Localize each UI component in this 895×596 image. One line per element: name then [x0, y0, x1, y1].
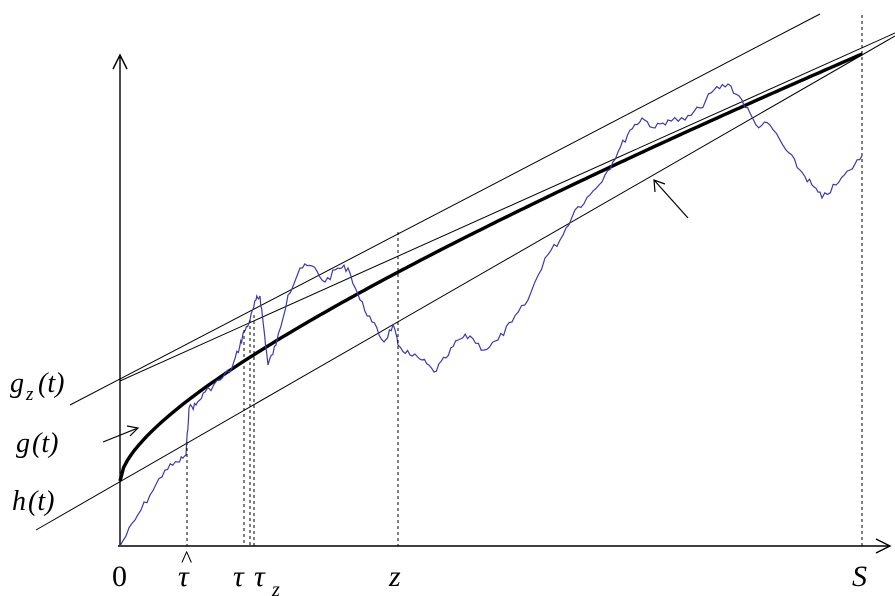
dashed-markers [186, 15, 863, 546]
axes [112, 53, 892, 554]
tau-hat-label: τ [178, 560, 190, 593]
gz-line [69, 13, 821, 406]
gz-subscript: z [25, 384, 34, 405]
g-curve [118, 52, 863, 482]
g-pointer-icon [102, 427, 139, 443]
tangent-line [119, 32, 895, 382]
tau-z-label: τ [254, 560, 266, 593]
h-arg: (t) [28, 486, 54, 517]
x-axis-arrow-icon [875, 538, 892, 554]
tau-label: τ [233, 560, 245, 593]
origin-label: 0 [112, 560, 127, 593]
g-label: g [16, 428, 30, 459]
reference-lines [35, 13, 895, 531]
h-pointer-icon [653, 179, 689, 219]
h-pointer-head [653, 179, 666, 193]
tau-hat-mark: ^ [181, 547, 192, 573]
random-path [119, 83, 863, 547]
gz-arg: (t) [38, 368, 64, 399]
pointers [102, 179, 689, 443]
h-line [35, 35, 895, 531]
g-pointer-head [126, 425, 140, 437]
h-label: h [12, 486, 26, 517]
y-axis-arrow-icon [112, 53, 128, 70]
z-label: z [388, 560, 401, 593]
S-label: S [852, 560, 867, 593]
tau-z-subscript: z [271, 579, 280, 596]
gz-label: g [10, 368, 24, 399]
g-arg: (t) [32, 428, 58, 459]
